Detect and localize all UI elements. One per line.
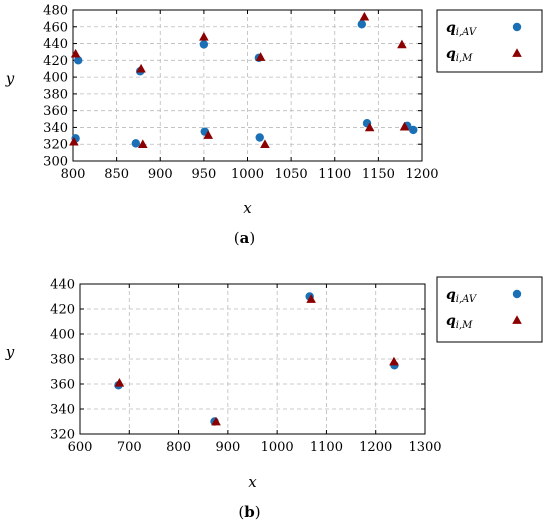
legend-label: qi,AV <box>446 287 478 305</box>
legend-label: qi,AV <box>446 20 478 38</box>
y-tick-label: 420 <box>43 54 68 69</box>
series-m <box>69 11 410 149</box>
x-tick-label: 1100 <box>310 440 343 455</box>
y-tick-label: 340 <box>50 403 75 418</box>
legend: qi,AV qi,M <box>436 9 543 73</box>
legend-box <box>436 276 543 343</box>
data-point-triangle <box>69 136 79 146</box>
grid-lines <box>80 284 425 434</box>
y-axis-label: y <box>5 70 15 88</box>
x-tick-label: 1000 <box>231 167 264 182</box>
x-tick-label: 1150 <box>362 167 395 182</box>
y-tick-label: 380 <box>50 353 75 368</box>
x-tick-label: 900 <box>148 167 173 182</box>
x-axis-label: x <box>243 199 252 217</box>
legend-marker <box>512 48 522 57</box>
y-tick-label: 440 <box>43 37 68 52</box>
data-point-circle <box>255 133 264 142</box>
y-tick-label: 400 <box>43 71 68 86</box>
x-axis-label: x <box>248 473 257 491</box>
data-point-triangle <box>199 32 209 41</box>
x-tick-label: 1200 <box>405 167 438 182</box>
data-point-triangle <box>138 139 148 149</box>
data-point-triangle <box>359 11 370 21</box>
x-tick-label: 900 <box>215 440 240 455</box>
y-tick-label: 300 <box>43 155 68 170</box>
legend-entry: qi,AV <box>446 287 522 305</box>
y-tick-label: 400 <box>50 328 75 343</box>
legend-box <box>436 9 543 73</box>
grid-lines <box>73 10 422 161</box>
data-point-triangle <box>255 52 266 61</box>
x-tick-label: 950 <box>191 167 216 182</box>
legend: qi,AV qi,M <box>436 276 543 343</box>
x-tick-label: 800 <box>166 440 191 455</box>
y-tick-label: 440 <box>50 278 75 293</box>
data-point-triangle <box>70 48 81 58</box>
data-point-circle <box>131 139 141 148</box>
legend-entry: qi,M <box>446 313 522 331</box>
y-tick-label: 360 <box>43 104 68 119</box>
legend-marker <box>512 289 522 299</box>
legend-marker <box>512 315 522 324</box>
data-point-triangle <box>397 39 407 49</box>
legend-entry: qi,M <box>446 46 522 64</box>
y-tick-label: 480 <box>43 4 68 19</box>
data-point-triangle <box>211 416 221 426</box>
x-tick-label: 850 <box>104 167 129 182</box>
y-tick-label: 340 <box>43 121 68 136</box>
chart-panel-a: 800 850 900 950 1000 1050 1100 1150 1200 300 320 34… <box>5 4 543 247</box>
y-tick-label: 380 <box>43 87 68 102</box>
x-tick-label: 700 <box>117 440 142 455</box>
y-tick-label: 320 <box>43 138 68 153</box>
data-point-triangle <box>364 122 375 132</box>
data-point-triangle <box>114 377 125 387</box>
legend-label: qi,M <box>446 313 473 331</box>
series-m <box>114 294 399 426</box>
y-tick-label: 360 <box>50 378 75 393</box>
panel-label: (b) <box>238 503 260 521</box>
x-tick-label: 600 <box>68 440 93 455</box>
series-av <box>71 20 418 148</box>
data-point-circle <box>357 20 366 29</box>
chart-panel-b: 600 700 800 900 1000 1100 1200 1300 320 340 360 380… <box>5 276 543 521</box>
legend-label: qi,M <box>446 46 473 64</box>
data-point-circle <box>409 125 418 135</box>
legend-marker <box>512 22 522 32</box>
y-tick-label: 460 <box>43 20 68 35</box>
x-tick-label: 1050 <box>275 167 308 182</box>
data-point-triangle <box>136 63 146 73</box>
x-tick-label: 1000 <box>261 440 294 455</box>
data-point-triangle <box>399 121 410 131</box>
x-tick-label: 1300 <box>408 440 441 455</box>
legend-entry: qi,AV <box>446 20 522 38</box>
data-point-circle <box>199 40 209 49</box>
x-tick-label: 1100 <box>318 167 351 182</box>
data-point-circle <box>74 56 83 65</box>
data-point-triangle <box>389 356 399 366</box>
panel-label: (a) <box>234 229 255 247</box>
data-point-triangle <box>203 130 214 139</box>
data-point-triangle <box>306 294 316 303</box>
y-axis-label: y <box>5 343 15 361</box>
x-tick-label: 1200 <box>359 440 392 455</box>
data-point-triangle <box>260 139 270 149</box>
y-tick-label: 320 <box>50 428 75 443</box>
x-tick-label: 800 <box>61 167 86 182</box>
y-tick-label: 420 <box>50 303 75 318</box>
